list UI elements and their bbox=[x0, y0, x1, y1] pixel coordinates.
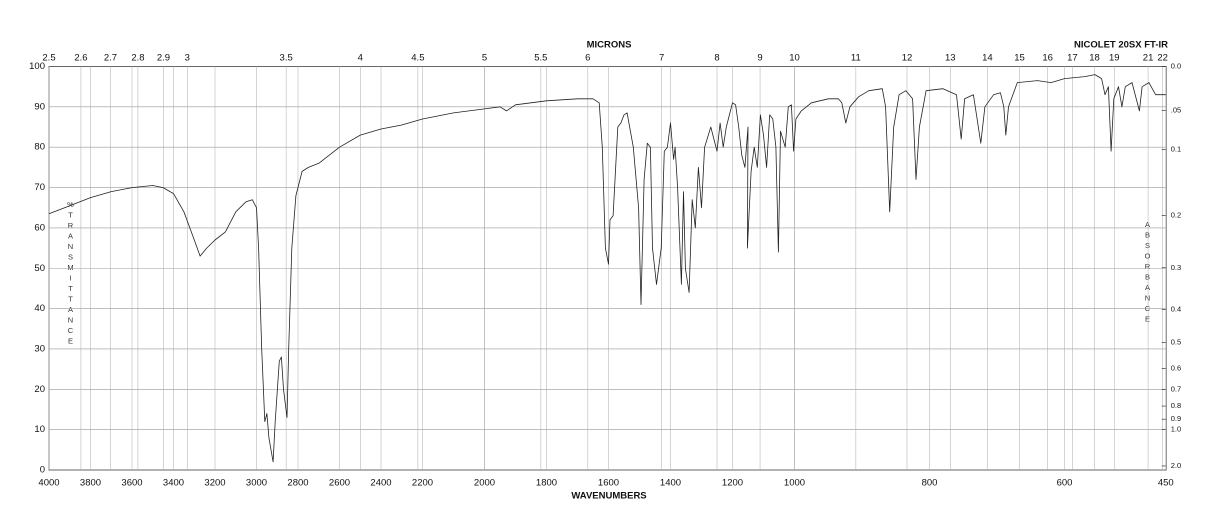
y2-tick-label: 2.0 bbox=[1171, 461, 1181, 470]
y2-tick-label: 0.9 bbox=[1171, 414, 1181, 423]
x2-tick-label: 6 bbox=[585, 53, 590, 64]
x-tick-label: 2600 bbox=[329, 478, 350, 489]
x-tick-label: 1000 bbox=[784, 478, 805, 489]
x2-tick-label: 2.8 bbox=[131, 53, 144, 64]
x2-tick-label: 5.5 bbox=[534, 53, 547, 64]
x2-tick-label: 17 bbox=[1067, 53, 1078, 64]
y-tick-label: 10 bbox=[34, 424, 45, 435]
x2-tick-label: 19 bbox=[1109, 53, 1120, 64]
x2-tick-label: 12 bbox=[902, 53, 913, 64]
y-tick-label: 100 bbox=[29, 61, 45, 72]
y-tick-label: 50 bbox=[34, 263, 45, 274]
y-tick-label: 60 bbox=[34, 222, 45, 233]
x-tick-label: 1600 bbox=[598, 478, 619, 489]
x2-axis-label: MICRONS bbox=[587, 40, 632, 51]
x2-tick-label: 4.5 bbox=[411, 53, 424, 64]
x2-tick-label: 3 bbox=[185, 53, 190, 64]
x-tick-label: 2400 bbox=[370, 478, 391, 489]
x-tick-label: 3400 bbox=[163, 478, 184, 489]
y2-tick-label: 0.7 bbox=[1171, 384, 1181, 393]
y2-tick-label: 0.0 bbox=[1171, 61, 1181, 70]
x-tick-label: 4000 bbox=[38, 478, 59, 489]
x2-tick-label: 2.7 bbox=[104, 53, 117, 64]
y-tick-label: 90 bbox=[34, 101, 45, 112]
y2-tick-label: 0.6 bbox=[1171, 364, 1181, 373]
y2-tick-label: 0.8 bbox=[1171, 401, 1181, 410]
x2-tick-label: 9 bbox=[757, 53, 762, 64]
y2-tick-label: 0.1 bbox=[1171, 144, 1181, 153]
y2-tick-label: .05 bbox=[1171, 105, 1181, 114]
x2-tick-label: 5 bbox=[482, 53, 487, 64]
x-axis-label: WAVENUMBERS bbox=[571, 491, 646, 502]
x2-tick-label: 22 bbox=[1157, 53, 1168, 64]
x-tick-label: 1400 bbox=[660, 478, 681, 489]
y-tick-label: 20 bbox=[34, 384, 45, 395]
x-tick-label: 2800 bbox=[287, 478, 308, 489]
y2-axis-label: ABSORBANCE bbox=[1143, 220, 1152, 325]
spectrum-line bbox=[48, 74, 1166, 463]
x2-tick-label: 21 bbox=[1143, 53, 1154, 64]
x2-tick-label: 15 bbox=[1014, 53, 1025, 64]
y-tick-label: 40 bbox=[34, 303, 45, 314]
x-tick-label: 1800 bbox=[536, 478, 557, 489]
x-tick-label: 2000 bbox=[474, 478, 495, 489]
y2-tick-label: 0.4 bbox=[1171, 304, 1181, 313]
x-tick-label: 1200 bbox=[722, 478, 743, 489]
x2-tick-label: 16 bbox=[1042, 53, 1053, 64]
x2-tick-label: 7 bbox=[659, 53, 664, 64]
y2-tick-label: 0.2 bbox=[1171, 210, 1181, 219]
x-tick-label: 800 bbox=[922, 478, 938, 489]
x-tick-label: 450 bbox=[1158, 478, 1174, 489]
x2-tick-label: 10 bbox=[789, 53, 800, 64]
y-tick-label: 80 bbox=[34, 142, 45, 153]
y-tick-label: 70 bbox=[34, 182, 45, 193]
x-tick-label: 3600 bbox=[121, 478, 142, 489]
x2-tick-label: 8 bbox=[714, 53, 719, 64]
y-tick-label: 0 bbox=[40, 465, 45, 476]
y-axis-label: %TRANSMITTANCE bbox=[66, 200, 75, 347]
chart-title: NICOLET 20SX FT-IR bbox=[1074, 40, 1168, 51]
x-tick-label: 3800 bbox=[80, 478, 101, 489]
x2-tick-label: 18 bbox=[1089, 53, 1100, 64]
x2-tick-label: 3.5 bbox=[280, 53, 293, 64]
y2-tick-label: 0.5 bbox=[1171, 337, 1181, 346]
y2-tick-label: 1.0 bbox=[1171, 425, 1181, 434]
x2-tick-label: 14 bbox=[982, 53, 993, 64]
y-tick-label: 30 bbox=[34, 343, 45, 354]
x-tick-label: 2200 bbox=[412, 478, 433, 489]
x2-tick-label: 11 bbox=[851, 53, 861, 64]
x-tick-label: 3000 bbox=[246, 478, 267, 489]
x2-tick-label: 2.5 bbox=[42, 53, 55, 64]
x2-tick-label: 2.9 bbox=[157, 53, 170, 64]
x2-tick-label: 13 bbox=[945, 53, 956, 64]
x-tick-label: 600 bbox=[1057, 478, 1073, 489]
x2-tick-label: 2.6 bbox=[74, 53, 87, 64]
x2-tick-label: 4 bbox=[358, 53, 363, 64]
y2-tick-label: 0.3 bbox=[1171, 263, 1181, 272]
x-tick-label: 3200 bbox=[204, 478, 225, 489]
